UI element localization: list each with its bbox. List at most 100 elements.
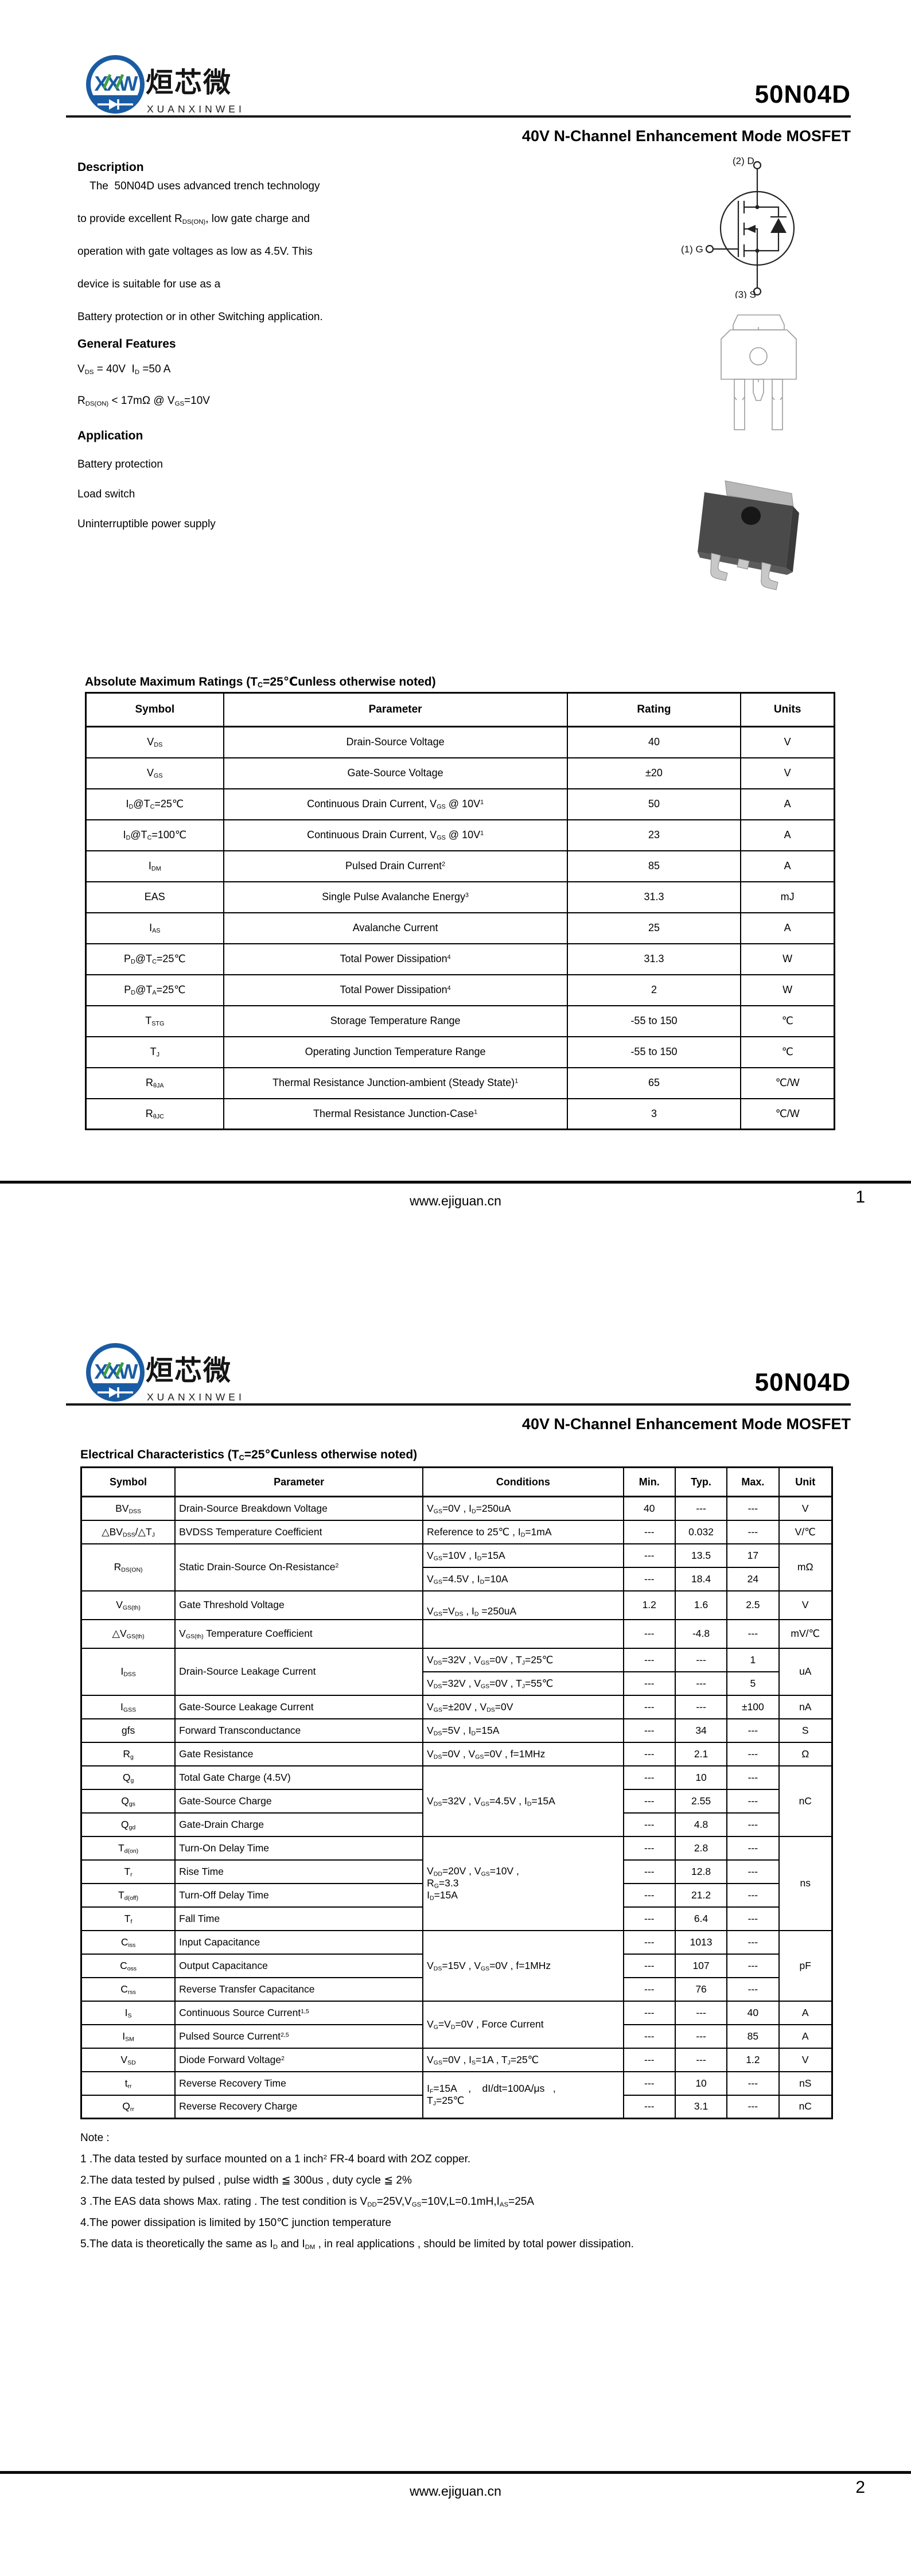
table-cell: Ω	[778, 1741, 833, 1766]
table-row: Tr Rise Time --- 12.8 ---	[80, 1859, 832, 1884]
table-cell: ---	[622, 1718, 676, 1743]
footer-rule	[0, 2471, 911, 2474]
table-cell: -4.8	[674, 1618, 728, 1649]
package-lead	[710, 552, 728, 581]
table-cell: Gate-Source Leakage Current	[174, 1694, 424, 1719]
table-row: VDS Drain-Source Voltage 40 V	[85, 726, 835, 758]
table-cell: ℃/W	[740, 1098, 835, 1130]
logo-circle	[86, 1343, 145, 1402]
table-cell: Fall Time	[174, 1906, 424, 1931]
table-cell: A	[740, 788, 835, 820]
feature-line: VDS = 40V ID =50 A	[77, 363, 171, 376]
table-cell: Continuous Drain Current, VGS @ 10V1	[223, 819, 568, 851]
table-row: VDS=32V , VGS=0V , TJ=55℃ --- --- 5	[81, 1671, 832, 1696]
table-cell: 12.8	[674, 1859, 728, 1884]
channel-arrow	[746, 225, 756, 233]
table-row: Qgs Gate-Source Charge --- 2.55 ---	[80, 1788, 832, 1814]
description-line: The 50N04D uses advanced trench technolo…	[77, 180, 320, 192]
features-heading: General Features	[77, 337, 176, 351]
table-cell: IDM	[85, 850, 224, 882]
table-cell: Turn-Off Delay Time	[174, 1882, 424, 1908]
drain-label: (2) D	[733, 155, 754, 166]
table-cell: ID@TC=100℃	[85, 819, 224, 851]
table-cell: A	[740, 912, 835, 944]
table-cell: Td(on)	[80, 1835, 176, 1861]
table-cell: RθJA	[85, 1067, 224, 1099]
source-node-dot	[755, 248, 760, 253]
table-cell: ---	[674, 1647, 728, 1672]
table-cell: ---	[622, 1741, 676, 1766]
table-row: ISM Pulsed Source Current2,5 --- --- 85 A	[80, 2024, 833, 2049]
table-cell: Reverse Recovery Time	[174, 2071, 424, 2096]
table-cell: Drain-Source Voltage	[223, 726, 568, 758]
table-cell: △VGS(th)	[80, 1618, 176, 1649]
table-cell: Reverse Recovery Charge	[174, 2094, 424, 2119]
table-cell: V/℃	[778, 1519, 833, 1544]
table-header-row: Symbol Parameter Rating Units	[85, 692, 835, 727]
table-cell: mJ	[740, 881, 835, 913]
table-cell: VDS=0V , VGS=0V , f=1MHz	[422, 1741, 624, 1766]
table-cell: Drain-Source Breakdown Voltage	[174, 1496, 424, 1521]
table-cell: Td(off)	[80, 1882, 176, 1908]
table-cell: ---	[726, 1929, 780, 1955]
table-cell: 6.4	[674, 1906, 728, 1931]
table-cell: ---	[622, 1647, 676, 1672]
application-heading: Application	[77, 429, 143, 442]
table-cell: ---	[726, 1519, 780, 1544]
table-cell: 23	[566, 819, 742, 851]
table-cell: Total Power Dissipation4	[223, 943, 568, 975]
table-cell: VDS=5V , ID=15A	[422, 1718, 624, 1743]
doc-subtitle: 40V N-Channel Enhancement Mode MOSFET	[521, 127, 851, 145]
table-cell: 40	[622, 1496, 676, 1521]
table-cell: 2.1	[674, 1741, 728, 1766]
table-cell: ℃	[740, 1005, 835, 1037]
table-cell: Qg	[80, 1765, 176, 1790]
table-cell: 24	[726, 1566, 780, 1591]
table-cell: ---	[622, 2024, 676, 2049]
package-photo-figure	[695, 472, 810, 606]
note-line: 5.The data is theoretically the same as …	[80, 2238, 634, 2251]
table-cell: ---	[622, 2047, 676, 2072]
notes-section: Note : 1 .The data tested by surface mou…	[80, 2127, 849, 2255]
table-cell: 1.2	[726, 2047, 780, 2072]
table-cell: ---	[622, 1929, 676, 1955]
table-row: RθJA Thermal Resistance Junction-ambient …	[85, 1067, 835, 1099]
table-cell: 21.2	[674, 1882, 728, 1908]
application-line: Battery protection	[77, 458, 163, 470]
logo-monogram: XXW	[94, 72, 138, 95]
description-line: operation with gate voltages as low as 4…	[77, 246, 313, 258]
table-cell: 0.032	[674, 1519, 728, 1544]
table-cell: ---	[622, 1906, 676, 1931]
table-row: Qrr Reverse Recovery Charge --- 3.1 --- nC	[80, 2094, 833, 2119]
logo-en-text: XUANXINWEI	[147, 1391, 245, 1403]
table-cell: 107	[674, 1953, 728, 1978]
page-1: XXW 烜芯微 XUANXINWEI 50N04D 40V N-Channel …	[0, 55, 911, 1208]
column-header: Min.	[622, 1466, 676, 1497]
logo-green-accent	[115, 1361, 124, 1378]
table-cell: Operating Junction Temperature Range	[223, 1036, 568, 1068]
table-cell: S	[778, 1718, 833, 1743]
table-cell: A	[740, 850, 835, 882]
package-body	[698, 492, 793, 568]
table-cell: VDS=32V , VGS=4.5V , ID=15A	[422, 1765, 624, 1837]
table-row: trr Reverse Recovery Time IF=15A , dI/dt=1…	[80, 2071, 833, 2119]
table-cell: ---	[674, 1694, 728, 1719]
table-cell: ---	[726, 1812, 780, 1837]
logo-diode-triangle	[109, 1387, 118, 1398]
table-row: ID@TC=100℃ Continuous Drain Current, VGS …	[85, 819, 835, 851]
package-body-side	[786, 506, 799, 572]
table-row: TJ Operating Junction Temperature Range -5…	[85, 1036, 835, 1068]
table-cell: VDS	[85, 726, 224, 758]
logo-cn-text: 烜芯微	[146, 68, 232, 98]
table-row: IAS Avalanche Current 25 A	[85, 912, 835, 944]
table-cell: PD@TC=25℃	[85, 943, 224, 975]
table-cell: W	[740, 943, 835, 975]
column-header: Parameter	[174, 1466, 424, 1497]
footer-url: www.ejiguan.cn	[410, 2484, 501, 2499]
table-cell: VG=VD=0V , Force Current	[422, 2000, 624, 2049]
column-header: Parameter	[223, 692, 568, 727]
notes-list: 1 .The data tested by surface mounted on…	[80, 2149, 849, 2255]
table-cell: ---	[622, 1882, 676, 1908]
body-diode	[770, 218, 787, 233]
table-cell: ±100	[726, 1694, 780, 1719]
